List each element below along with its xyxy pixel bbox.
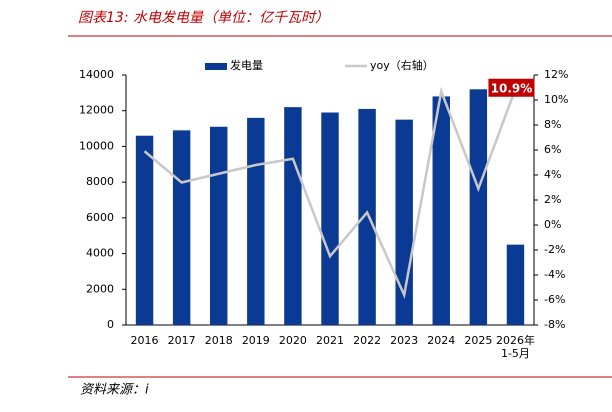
y2-tick-label: 12% [544,68,568,81]
legend-label: 发电量 [230,58,263,72]
x-tick-label: 2016 [131,334,159,347]
y-tick-label: 10000 [79,139,114,152]
y2-tick-label: -2% [544,243,565,256]
bar [284,107,302,326]
y-tick-label: 14000 [79,68,114,81]
y-tick-label: 8000 [86,175,114,188]
y2-tick-label: 8% [544,118,561,131]
bar [358,108,376,325]
y-tick-label: 2000 [86,282,114,295]
y2-tick-label: 6% [544,143,561,156]
x-tick-label: 2018 [205,334,233,347]
y2-tick-label: -6% [544,293,565,306]
x-tick-label: 2024 [427,334,455,347]
value-label: 10.9% [491,81,533,95]
bar [135,135,154,325]
bar [210,126,228,326]
x-tick-label: 2021 [316,334,344,347]
y2-tick-label: 4% [544,168,561,181]
x-tick-label: 2025 [464,334,492,347]
x-tick-label: 2020 [279,334,307,347]
line [143,86,517,300]
bar [432,96,450,325]
bar [247,117,265,325]
legend-swatch [205,63,227,70]
y2-tick-label: 0% [544,218,561,231]
x-tick-label: 2017 [168,334,196,347]
x-tick-label: 2022 [353,334,381,347]
x-tick-label: 2026年 1-5月 [496,333,535,360]
bar [506,244,525,325]
bar [172,130,191,325]
y2-tick-label: 10% [544,93,568,106]
chart-title: 图表13: 水电发电量（单位：亿千瓦时） [78,10,329,26]
y-tick-label: 4000 [86,247,114,260]
y2-tick-label: -8% [544,318,565,331]
value-label-box [488,78,535,97]
legend-label: yoy（右轴） [370,58,434,72]
x-tick-label: 2019 [242,334,270,347]
source: 资料来源：i [80,383,149,398]
bar [321,112,339,325]
y2-tick-label: -4% [544,268,565,281]
y2-tick-label: 2% [544,193,561,206]
bar [469,89,488,326]
y-tick-label: 0 [107,318,114,331]
x-tick-label: 2023 [390,334,418,347]
y-tick-label: 6000 [86,211,114,224]
y-tick-label: 12000 [79,104,114,117]
